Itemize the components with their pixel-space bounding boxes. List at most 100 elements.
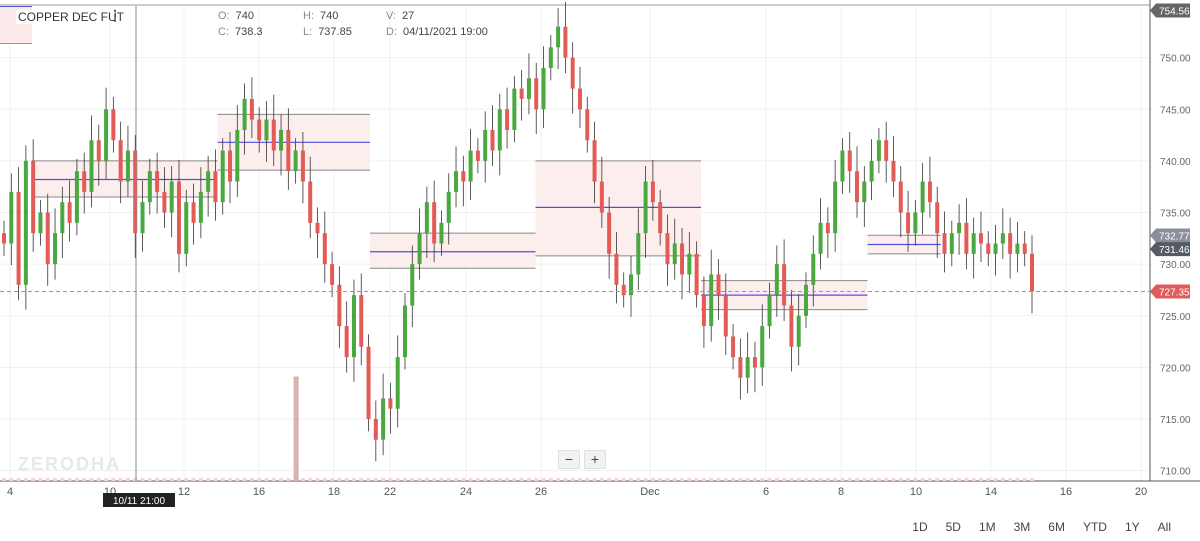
candle-up [184, 202, 189, 254]
volume-bar [235, 478, 240, 481]
candle-down [475, 150, 480, 161]
candle-down [432, 202, 437, 244]
volume-bar [279, 478, 284, 481]
volume-bar [198, 478, 203, 481]
range-all-button[interactable]: All [1157, 520, 1171, 534]
zoom-in-button[interactable]: + [584, 450, 606, 469]
volume-bar [74, 478, 79, 481]
volume-bar [767, 478, 772, 481]
candle-down [964, 222, 969, 254]
candle-down [31, 160, 36, 234]
candle-down [782, 264, 787, 306]
volume-bar [23, 478, 28, 481]
volume-bar [410, 478, 415, 481]
candle-up [38, 212, 43, 234]
range-3m-button[interactable]: 3M [1013, 520, 1031, 534]
volume-bar [898, 478, 903, 481]
volume-bar [964, 478, 969, 481]
candle-down [133, 150, 138, 234]
volume-bar [505, 478, 510, 481]
candle-up [454, 171, 459, 192]
candle-down [607, 212, 612, 254]
candle-down [752, 357, 757, 368]
range-5d-button[interactable]: 5D [945, 520, 961, 534]
volume-bar [2, 478, 6, 481]
candle-up [636, 233, 641, 275]
candle-down [694, 253, 699, 296]
volume-bar [206, 478, 211, 481]
candle-up [811, 253, 816, 285]
candle-up [920, 181, 925, 213]
volume-bar [169, 478, 174, 481]
candle-up [381, 398, 386, 440]
candle-up [876, 140, 881, 161]
ohlc-date: D: 04/11/2021 19:00 [386, 26, 488, 38]
candle-down [738, 357, 743, 378]
volume-bar [512, 478, 517, 481]
candle-up [264, 119, 269, 141]
range-1d-button[interactable]: 1D [912, 520, 928, 534]
candle-down [322, 233, 327, 265]
volume-bar [184, 478, 189, 481]
volume-bar [920, 478, 925, 481]
price-tag: 754.56 [1150, 3, 1190, 18]
volume-bar [665, 478, 670, 481]
x-tick-label: 6 [763, 486, 769, 498]
volume-bar [687, 478, 692, 481]
candle-up [235, 129, 240, 182]
candle-down [315, 222, 320, 234]
range-6m-button[interactable]: 6M [1048, 520, 1065, 534]
candle-up [147, 171, 152, 203]
candle-down [176, 181, 181, 254]
volume-bar [60, 478, 65, 481]
range-ytd-button[interactable]: YTD [1082, 520, 1107, 534]
volume-bar [636, 478, 641, 481]
volume-bar [709, 478, 714, 481]
candle-down [650, 181, 655, 203]
candle-down [592, 140, 597, 182]
candle-down [308, 181, 313, 223]
candle-down [716, 274, 721, 296]
volume-bar [402, 478, 407, 481]
candle-down [16, 191, 21, 285]
volume-bar [1008, 478, 1013, 481]
volume-bar [701, 478, 706, 481]
volume-bar [847, 478, 852, 481]
volume-bar [490, 478, 495, 481]
candle-up [709, 274, 714, 327]
volume-bar [315, 478, 320, 481]
candle-down [927, 181, 932, 203]
candle-down [213, 171, 218, 203]
candle-up [957, 222, 962, 234]
volume-bar [45, 478, 50, 481]
volume-bar [592, 478, 597, 481]
candle-down [665, 233, 670, 265]
range-1y-button[interactable]: 1Y [1124, 520, 1140, 534]
price-tag-bg [1150, 284, 1190, 299]
candle-down [825, 222, 830, 234]
volume-bar [111, 478, 116, 481]
volume-bar [454, 478, 459, 481]
candle-up [774, 264, 779, 296]
kebab-icon[interactable]: ⋮ [108, 7, 122, 23]
volume-bar [271, 478, 276, 481]
candle-down [884, 140, 889, 161]
candle-down [898, 181, 903, 213]
volume-bar [942, 478, 947, 481]
x-tick-label: 16 [1060, 486, 1072, 498]
volume-bar [155, 478, 160, 481]
symbol-label[interactable]: COPPER DEC FUT [16, 10, 127, 24]
candle-down [96, 140, 101, 161]
volume-bar [614, 478, 619, 481]
candle-up [198, 191, 203, 223]
ohlc-low: L: 737.85 [303, 26, 352, 38]
candle-up [483, 129, 488, 161]
volume-bar [461, 478, 466, 481]
candle-down [359, 295, 364, 347]
range-1m-button[interactable]: 1M [978, 520, 996, 534]
candle-up [687, 253, 692, 275]
zoom-out-button[interactable]: − [558, 450, 580, 469]
volume-bar [599, 478, 604, 481]
candle-down [978, 233, 983, 244]
